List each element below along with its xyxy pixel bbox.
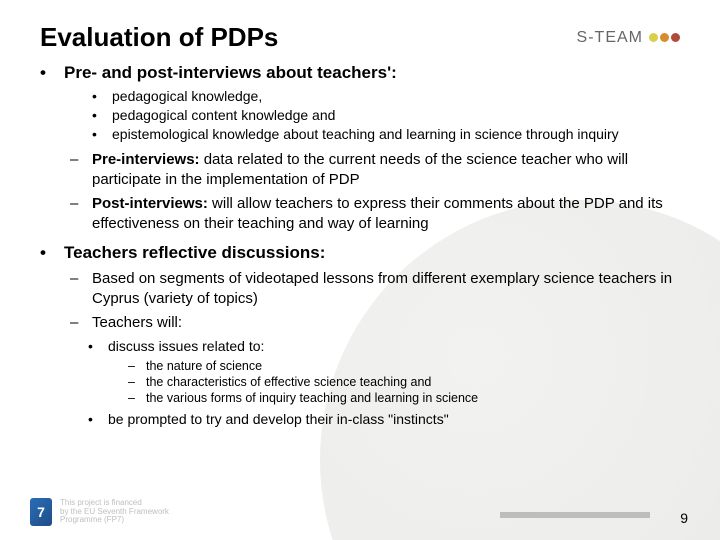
bullet-icon: • <box>92 87 102 105</box>
fp7-badge: 7 This project is financed by the EU Sev… <box>30 498 169 526</box>
list-item: –the characteristics of effective scienc… <box>128 374 680 390</box>
list-item: • Pre- and post-interviews about teachers… <box>40 63 680 235</box>
list-item: –the nature of science <box>128 358 680 374</box>
fp7-text: This project is financed by the EU Seven… <box>60 499 169 525</box>
dash-icon: – <box>128 390 138 406</box>
list-item: –Teachers will: <box>70 313 680 333</box>
dash-icon: – <box>128 374 138 390</box>
bullet-icon: • <box>92 125 102 143</box>
logo-dot-1 <box>649 33 658 42</box>
logo-dot-3 <box>671 33 680 42</box>
list-item: •epistemological knowledge about teachin… <box>92 125 680 143</box>
logo: S-TEAM <box>577 29 680 47</box>
logo-text: S-TEAM <box>577 29 643 47</box>
slide-title: Evaluation of PDPs <box>40 22 278 53</box>
dash-icon: – <box>70 194 82 235</box>
item-label: Pre- and post-interviews about teachers'… <box>64 63 397 83</box>
list-item: –Pre-interviews: data related to the cur… <box>70 150 680 191</box>
list-item: • Teachers reflective discussions: –Based… <box>40 243 680 429</box>
bullet-icon: • <box>88 337 98 355</box>
slide-content: Evaluation of PDPs S-TEAM • Pre- and post… <box>0 0 720 428</box>
bullet-icon: • <box>92 106 102 124</box>
dash-icon: – <box>128 358 138 374</box>
bullet-list: • Pre- and post-interviews about teachers… <box>40 63 680 428</box>
fp7-icon: 7 <box>30 498 52 526</box>
page-number: 9 <box>680 510 688 526</box>
list-item: –Post-interviews: will allow teachers to… <box>70 194 680 235</box>
list-item: •be prompted to try and develop their in… <box>88 410 680 428</box>
list-item: –Based on segments of videotaped lessons… <box>70 269 680 310</box>
list-item: •pedagogical content knowledge and <box>92 106 680 124</box>
list-item: •discuss issues related to: –the nature … <box>88 337 680 406</box>
logo-dot-2 <box>660 33 669 42</box>
list-item: •pedagogical knowledge, <box>92 87 680 105</box>
bullet-icon: • <box>40 243 54 263</box>
dash-icon: – <box>70 269 82 310</box>
list-item: –the various forms of inquiry teaching a… <box>128 390 680 406</box>
dash-icon: – <box>70 313 82 333</box>
item-label: Teachers reflective discussions: <box>64 243 325 263</box>
dash-icon: – <box>70 150 82 191</box>
bullet-icon: • <box>88 410 98 428</box>
footer-bar <box>500 512 650 518</box>
bullet-icon: • <box>40 63 54 83</box>
